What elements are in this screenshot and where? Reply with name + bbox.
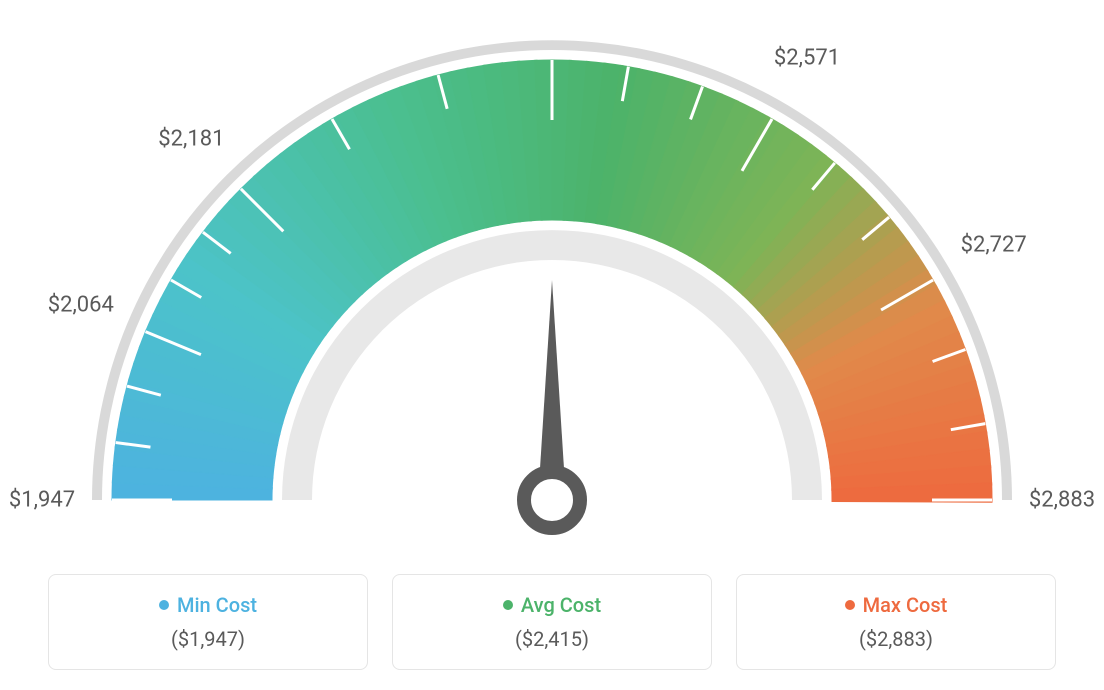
gauge-tick-label: $2,064 — [48, 292, 114, 317]
gauge-tick-label: $2,181 — [158, 127, 224, 152]
max-dot-icon — [845, 600, 855, 610]
min-cost-label: Min Cost — [177, 593, 257, 617]
gauge-tick-label: $2,883 — [1029, 488, 1095, 513]
max-cost-title: Max Cost — [747, 593, 1045, 617]
gauge-chart — [0, 0, 1104, 560]
max-cost-value: ($2,883) — [747, 627, 1045, 651]
min-dot-icon — [159, 600, 169, 610]
gauge-tick-label: $2,415 — [519, 0, 585, 3]
min-cost-title: Min Cost — [59, 593, 357, 617]
avg-dot-icon — [503, 600, 513, 610]
max-cost-label: Max Cost — [863, 593, 948, 617]
gauge-container: $1,947 $2,064 $2,181 $2,415 $2,571 $2,727 $2,8… — [0, 0, 1104, 560]
max-cost-card: Max Cost ($2,883) — [736, 574, 1056, 670]
avg-cost-title: Avg Cost — [403, 593, 701, 617]
gauge-tick-label: $2,727 — [961, 233, 1027, 258]
min-cost-card: Min Cost ($1,947) — [48, 574, 368, 670]
avg-cost-card: Avg Cost ($2,415) — [392, 574, 712, 670]
avg-cost-label: Avg Cost — [521, 593, 601, 617]
summary-cards: Min Cost ($1,947) Avg Cost ($2,415) Max … — [0, 574, 1104, 670]
min-cost-value: ($1,947) — [59, 627, 357, 651]
avg-cost-value: ($2,415) — [403, 627, 701, 651]
gauge-tick-label: $2,571 — [774, 46, 840, 71]
gauge-tick-label: $1,947 — [9, 488, 75, 513]
